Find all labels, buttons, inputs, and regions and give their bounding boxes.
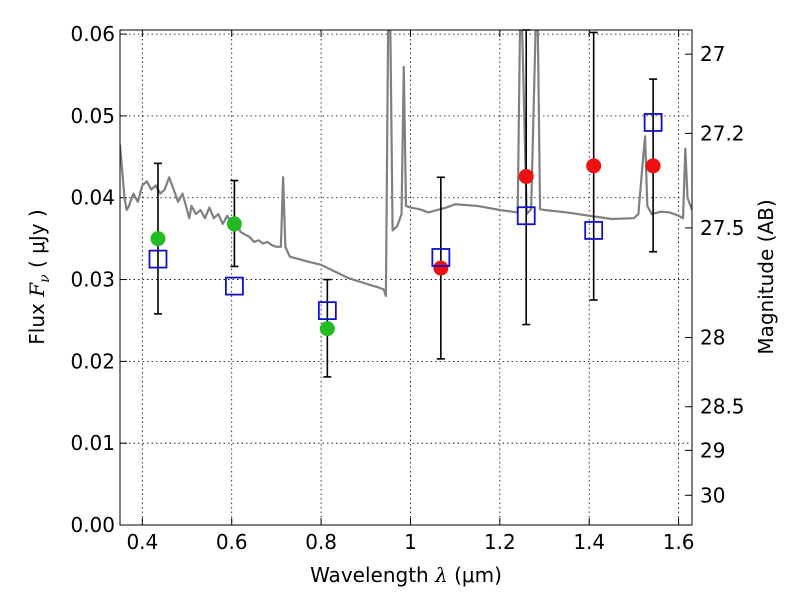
- right-tick-label: 29: [700, 438, 725, 462]
- model-square: [148, 249, 168, 269]
- model-square: [584, 221, 604, 240]
- model-square: [317, 301, 337, 321]
- y-tick-label: 0.04: [70, 186, 115, 210]
- y-axis-label-left: Flux Fν ( μJy ): [25, 209, 53, 344]
- y-axis-label-right: Magnitude (AB): [754, 199, 778, 354]
- observed-point-red: [645, 158, 661, 174]
- right-tick-label: 28: [700, 326, 725, 350]
- plot-area: [120, 30, 692, 525]
- y-tick-label: 0.00: [70, 513, 115, 537]
- y-tick-label: 0.01: [70, 431, 115, 455]
- x-tick-label: 1.6: [663, 530, 695, 554]
- x-tick-label: 1: [404, 530, 417, 554]
- observed-point-green: [319, 321, 335, 337]
- model-square: [431, 248, 451, 267]
- observed-point-red: [586, 158, 602, 174]
- x-axis-label: Wavelength λ (μm): [310, 563, 502, 587]
- tick-marks: [120, 30, 692, 526]
- tick-labels: 0.4 0.6 0.8 1 1.2 1.4 1.6 0.00 0.01 0.02 0.03 0.04 0…: [70, 22, 744, 554]
- data-points: [148, 113, 663, 337]
- observed-point-red: [518, 168, 534, 184]
- y-tick-label: 0.03: [70, 268, 115, 292]
- right-tick-label: 27.5: [700, 216, 745, 240]
- plot-frame: [119, 29, 693, 526]
- observed-point-green: [150, 231, 166, 247]
- right-tick-label: 27: [700, 42, 725, 66]
- y-tick-label: 0.05: [70, 104, 115, 128]
- y-tick-label: 0.06: [70, 22, 115, 46]
- x-tick-label: 1.2: [484, 530, 516, 554]
- model-square: [224, 276, 244, 296]
- right-tick-label: 28.5: [700, 395, 745, 419]
- observed-point-green: [226, 216, 242, 232]
- observed-point-red: [433, 260, 449, 276]
- model-square: [643, 113, 663, 132]
- model-spectrum-line: [120, 30, 692, 298]
- right-tick-label: 30: [700, 483, 725, 507]
- x-tick-label: 0.8: [305, 530, 337, 554]
- model-spectrum-layer: [120, 30, 692, 298]
- x-tick-label: 1.4: [573, 530, 605, 554]
- right-tick-label: 27.2: [700, 121, 745, 145]
- x-tick-label: 0.6: [216, 530, 248, 554]
- y-tick-label: 0.02: [70, 349, 115, 373]
- model-square: [516, 206, 536, 226]
- x-tick-label: 0.4: [126, 530, 158, 554]
